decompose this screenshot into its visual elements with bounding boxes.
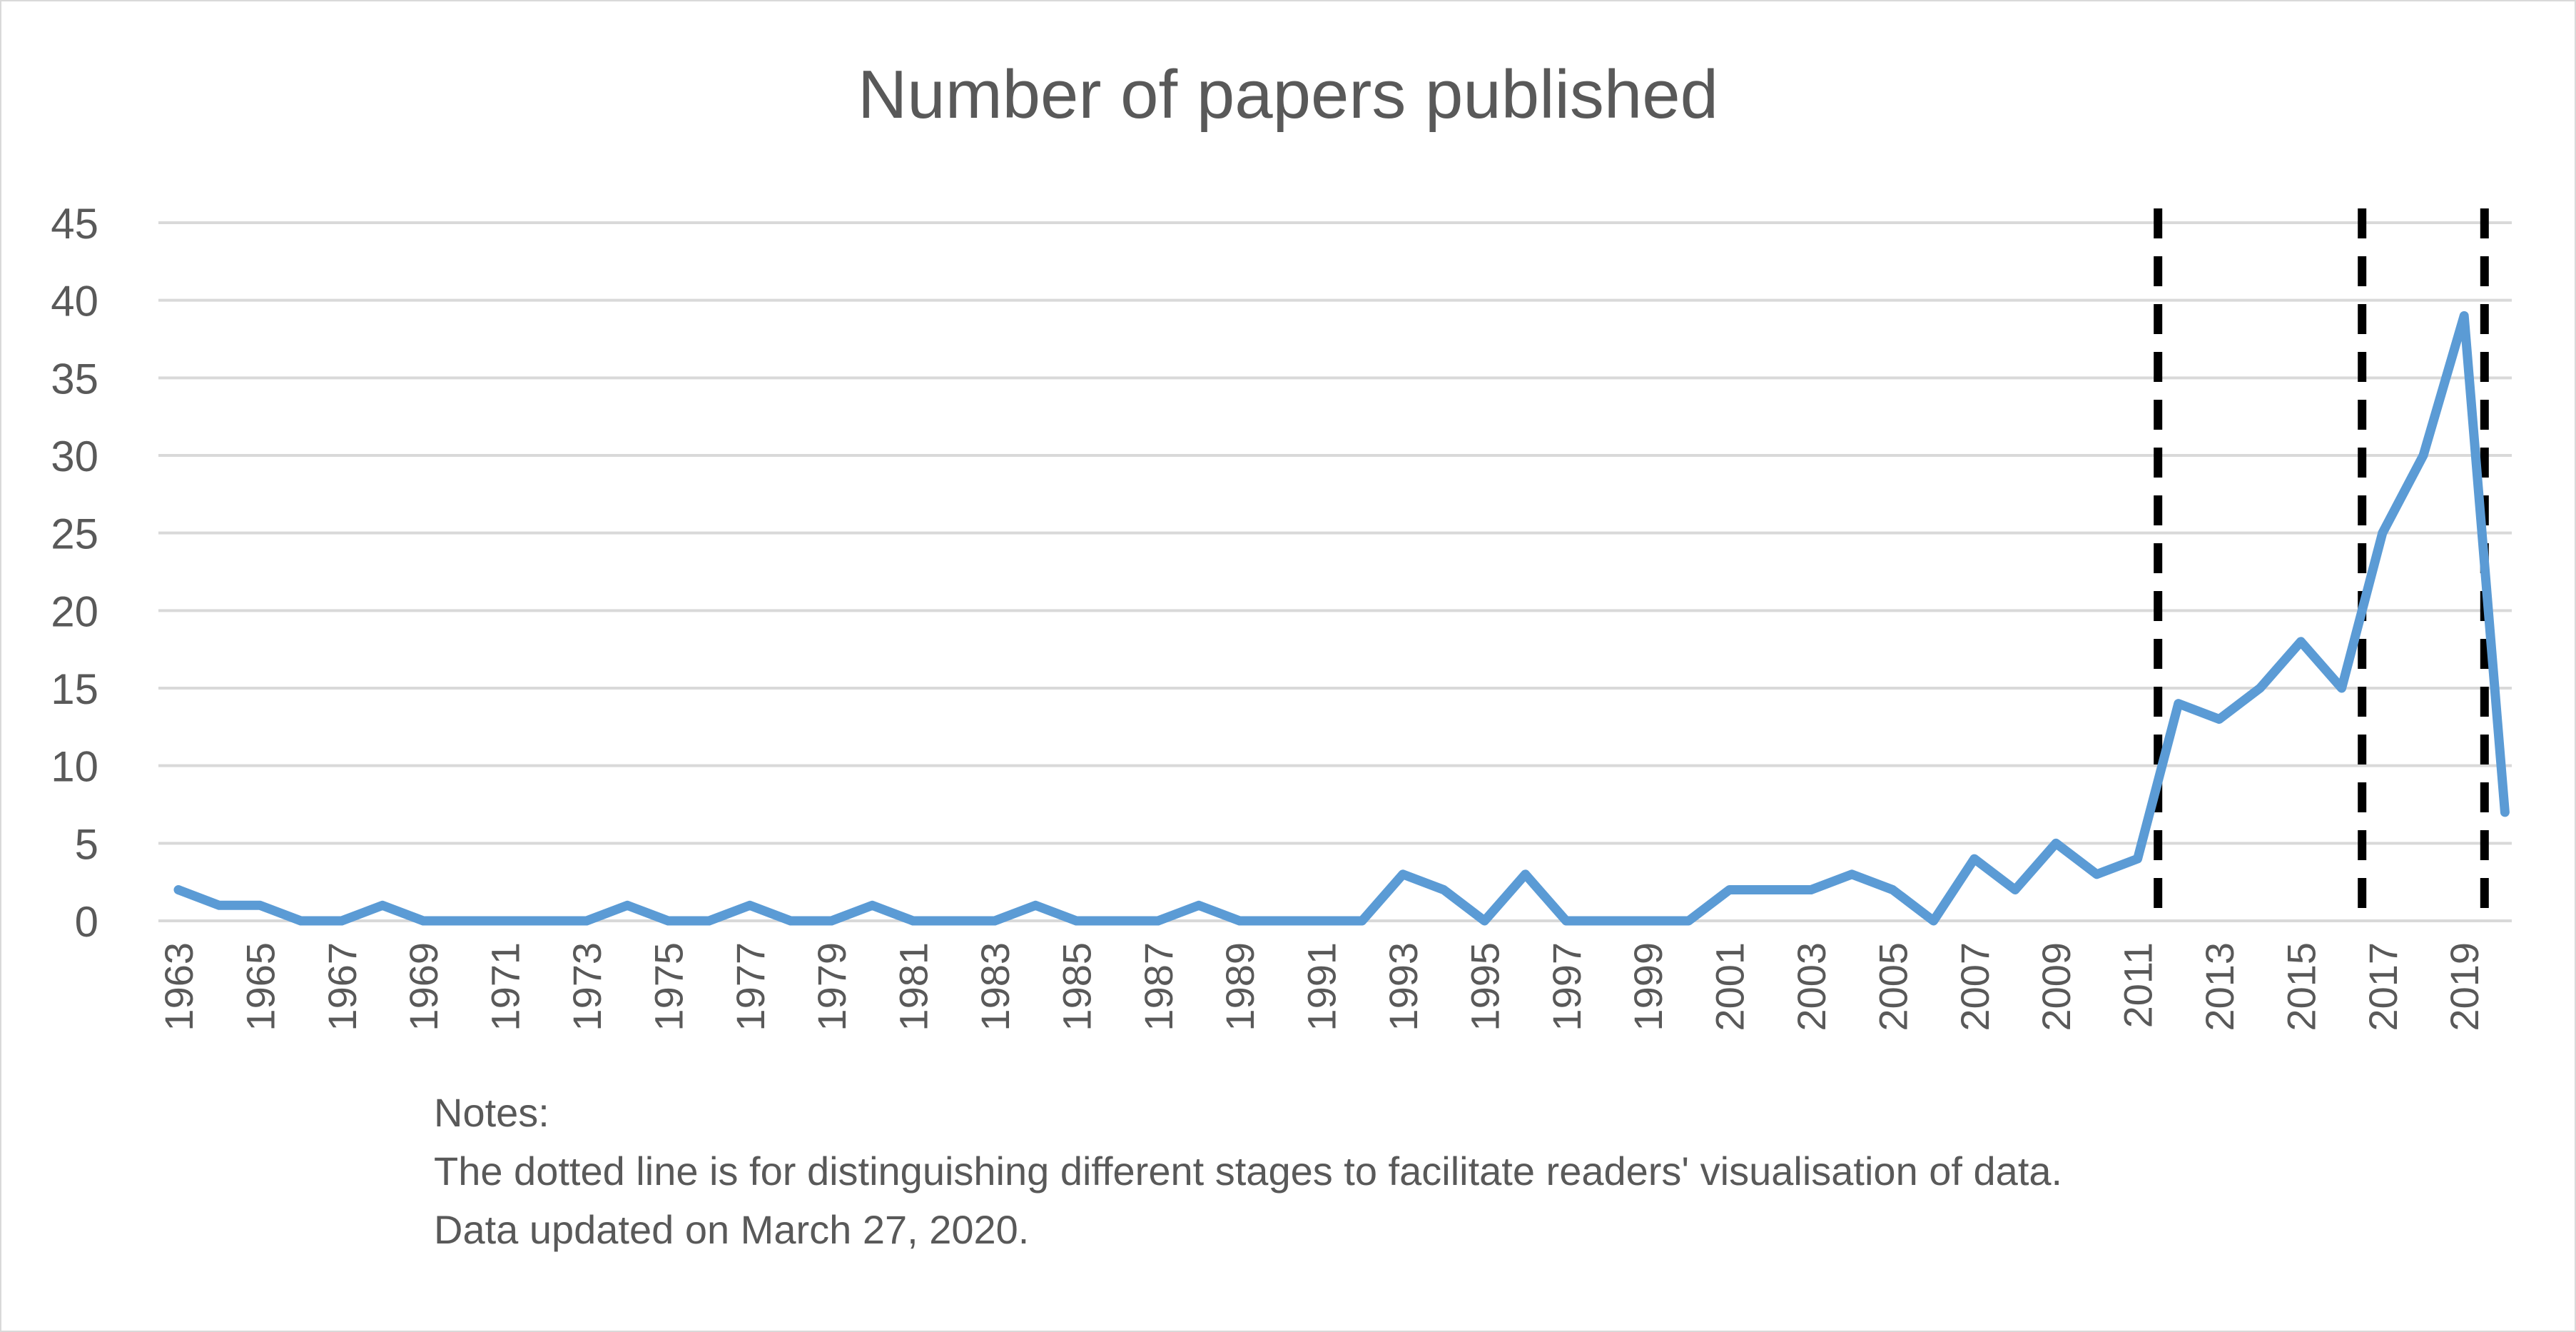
x-tick-label: 1999 <box>1626 942 1670 1031</box>
y-tick-label: 35 <box>51 355 98 403</box>
x-tick-label: 1993 <box>1381 942 1426 1031</box>
x-tick-label: 1963 <box>156 942 201 1031</box>
notes-line-1: The dotted line is for distinguishing di… <box>434 1149 2063 1194</box>
x-tick-label: 1977 <box>728 942 773 1031</box>
x-tick-label: 2003 <box>1789 942 1834 1031</box>
x-tick-label: 1981 <box>891 942 936 1031</box>
y-tick-label: 15 <box>51 665 98 713</box>
x-tick-label: 1991 <box>1299 942 1344 1031</box>
x-tick-label: 1997 <box>1544 942 1589 1031</box>
series-line <box>173 311 2510 926</box>
y-tick-label: 5 <box>75 820 98 868</box>
x-tick-label: 1969 <box>401 942 446 1031</box>
y-tick-label: 45 <box>51 200 98 248</box>
x-tick-label: 1983 <box>973 942 1018 1031</box>
x-tick-label: 2011 <box>2116 942 2161 1028</box>
x-tick-label: 1987 <box>1136 942 1181 1031</box>
x-tick-label: 2007 <box>1952 942 1997 1031</box>
x-tick-label: 1989 <box>1217 942 1262 1031</box>
chart-notes: Notes: The dotted line is for distinguis… <box>434 1084 2062 1259</box>
y-tick-label: 25 <box>51 510 98 558</box>
x-tick-label: 2013 <box>2197 942 2242 1031</box>
notes-line-2: Data updated on March 27, 2020. <box>434 1207 1030 1252</box>
y-tick-label: 0 <box>75 898 98 946</box>
x-tick-label: 2009 <box>2034 942 2079 1031</box>
y-tick-label: 10 <box>51 743 98 791</box>
x-tick-label: 2001 <box>1708 942 1753 1031</box>
x-tick-label: 1967 <box>320 942 365 1031</box>
x-tick-label: 1975 <box>646 942 691 1031</box>
x-tick-label: 1995 <box>1462 942 1507 1031</box>
y-tick-label: 40 <box>51 278 98 326</box>
x-tick-label: 2015 <box>2278 942 2323 1031</box>
x-tick-label: 1973 <box>564 942 609 1031</box>
x-tick-label: 1985 <box>1054 942 1099 1031</box>
chart-title: Number of papers published <box>857 56 1719 133</box>
notes-heading: Notes: <box>434 1090 549 1135</box>
y-tick-label: 30 <box>51 433 98 480</box>
x-tick-label: 2017 <box>2361 942 2405 1031</box>
x-tick-label: 2005 <box>1870 942 1915 1031</box>
x-tick-label: 1971 <box>483 942 528 1031</box>
x-tick-label: 1965 <box>238 942 283 1031</box>
x-tick-label: 2019 <box>2442 942 2487 1031</box>
y-tick-label: 20 <box>51 587 98 635</box>
x-tick-label: 1979 <box>809 942 854 1031</box>
